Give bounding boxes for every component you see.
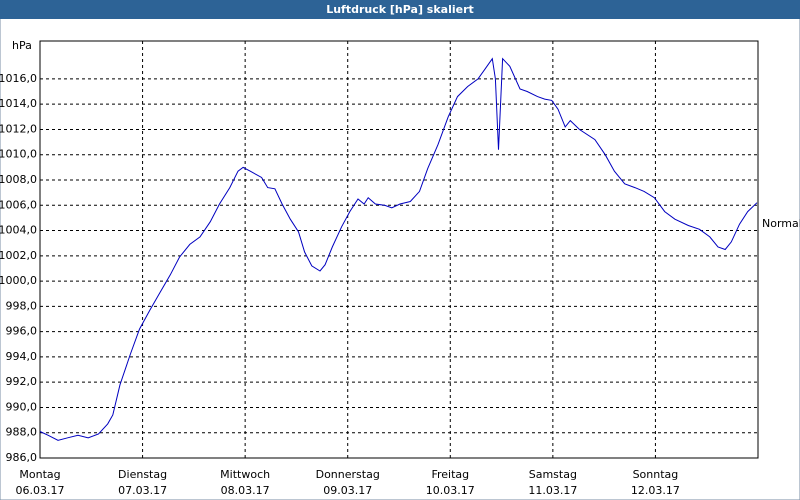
y-tick-label: 988,0 bbox=[6, 426, 38, 439]
chart-title: Luftdruck [hPa] skaliert bbox=[326, 3, 474, 16]
y-tick-label: 990,0 bbox=[6, 400, 38, 413]
title-bar bbox=[0, 0, 800, 19]
y-tick-label: 998,0 bbox=[6, 299, 38, 312]
y-tick-label: 1010,0 bbox=[0, 148, 37, 161]
y-tick-label: 986,0 bbox=[6, 451, 38, 464]
y-tick-label: 1004,0 bbox=[0, 224, 37, 237]
x-tick-date: 07.03.17 bbox=[118, 484, 167, 497]
y-tick-label: 992,0 bbox=[6, 375, 38, 388]
y-tick-label: 996,0 bbox=[6, 325, 38, 338]
x-tick-label: Sonntag bbox=[633, 468, 679, 481]
x-tick-label: Donnerstag bbox=[316, 468, 380, 481]
y-tick-label: 1012,0 bbox=[0, 122, 37, 135]
x-tick-date: 12.03.17 bbox=[631, 484, 680, 497]
y-unit: hPa bbox=[12, 39, 32, 52]
x-tick-label: Mittwoch bbox=[220, 468, 270, 481]
x-tick-date: 11.03.17 bbox=[528, 484, 577, 497]
pressure-line bbox=[39, 57, 758, 441]
y-tick-label: 994,0 bbox=[6, 350, 38, 363]
plot-frame bbox=[39, 40, 759, 459]
x-tick-label: Dienstag bbox=[118, 468, 167, 481]
x-tick-label: Montag bbox=[19, 468, 60, 481]
x-tick-label: Freitag bbox=[431, 468, 469, 481]
y-tick-label: 1002,0 bbox=[0, 249, 37, 262]
x-tick-date: 08.03.17 bbox=[221, 484, 270, 497]
y-tick-label: 1014,0 bbox=[0, 97, 37, 110]
y-tick-label: 1000,0 bbox=[0, 274, 37, 287]
x-tick-date: 09.03.17 bbox=[323, 484, 372, 497]
y-tick-label: 1016,0 bbox=[0, 72, 37, 85]
x-tick-date: 06.03.17 bbox=[16, 484, 65, 497]
normal-label: Normal bbox=[762, 217, 800, 230]
y-tick-label: 1006,0 bbox=[0, 198, 37, 211]
y-tick-label: 1008,0 bbox=[0, 173, 37, 186]
x-tick-date: 10.03.17 bbox=[426, 484, 475, 497]
x-tick-label: Samstag bbox=[529, 468, 577, 481]
